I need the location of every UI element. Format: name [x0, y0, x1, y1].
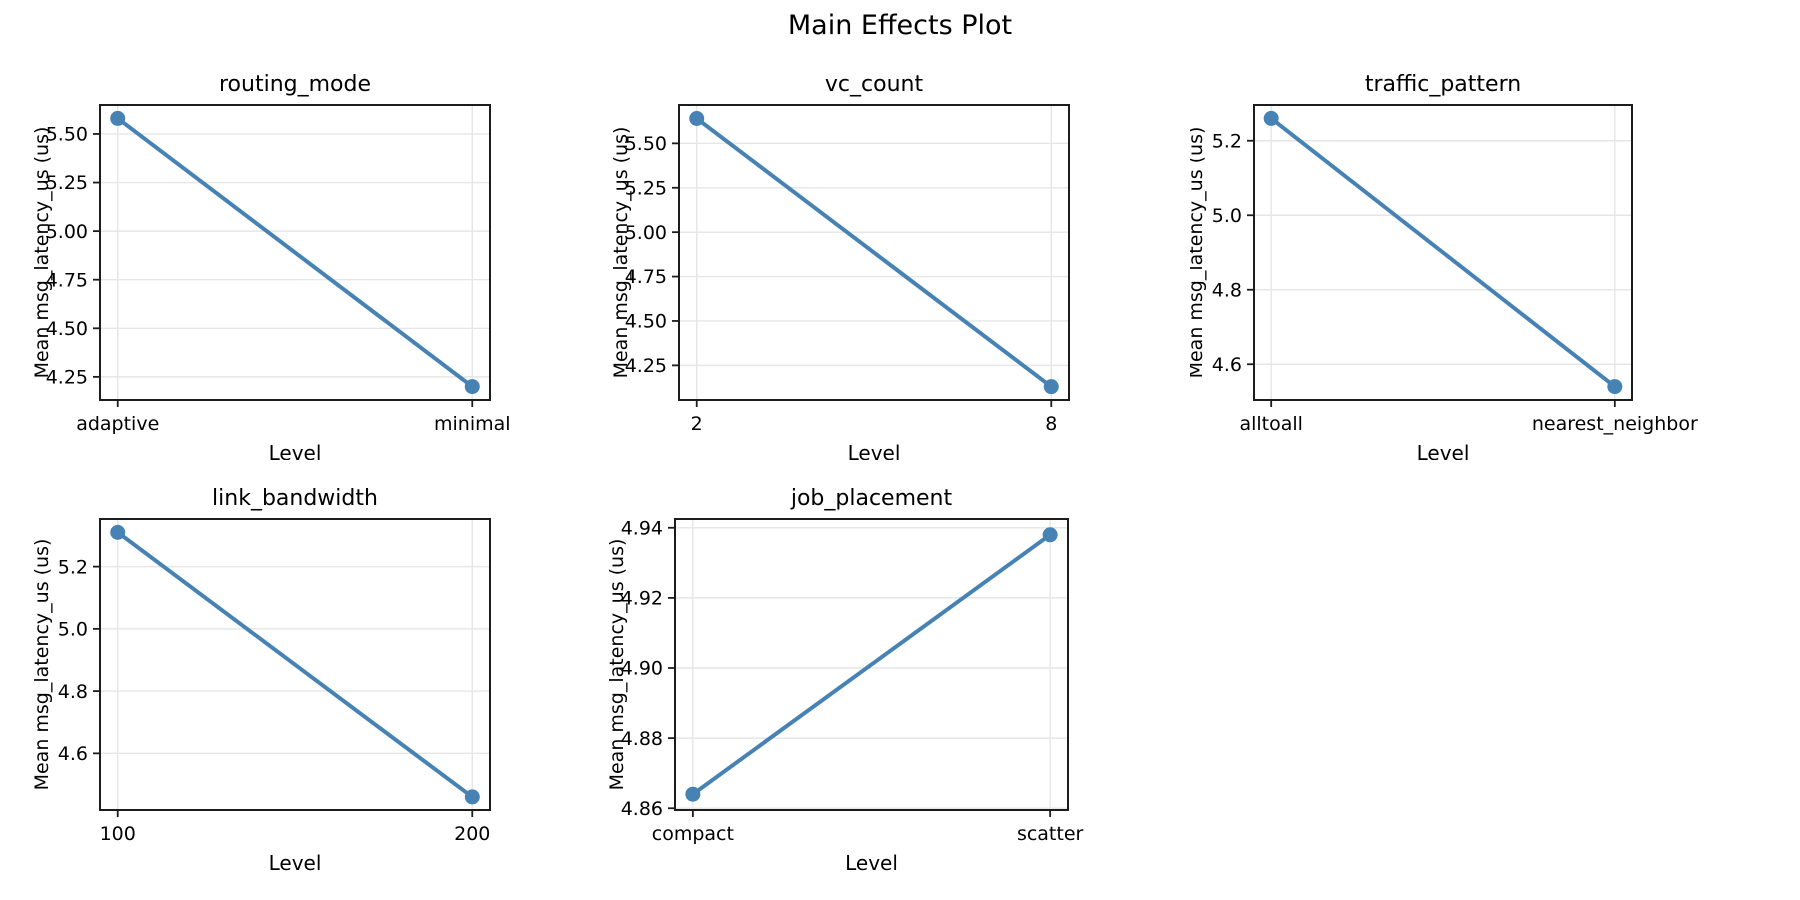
y-tick-label: 5.2: [1212, 130, 1242, 152]
data-point: [464, 379, 480, 395]
data-point: [464, 789, 480, 805]
axes-spines: [678, 104, 1070, 401]
x-tick-label: scatter: [1017, 823, 1084, 845]
y-axis-label: Mean msg_latency_us (us): [31, 539, 53, 791]
series-line: [115, 530, 475, 799]
subplot-title: link_bandwidth: [212, 486, 378, 511]
y-tick-label: 4.75: [46, 269, 88, 291]
data-point: [685, 786, 701, 802]
y-axis-label: Mean msg_latency_us (us): [610, 127, 632, 379]
data-point: [1607, 379, 1623, 395]
subplot-title: job_placement: [790, 486, 953, 511]
x-tick-label: 200: [454, 823, 490, 845]
data-point: [1042, 527, 1058, 543]
x-axis-label: Level: [269, 851, 322, 875]
y-tick-label: 4.8: [1212, 279, 1242, 301]
data-point: [1263, 110, 1279, 126]
y-tick-label: 5.2: [58, 556, 88, 578]
x-axis-label: Level: [1417, 441, 1470, 460]
x-axis-label: Level: [269, 441, 322, 460]
y-tick-label: 4.86: [621, 798, 663, 820]
subplot-title: routing_mode: [219, 72, 371, 97]
y-tick-label: 4.90: [621, 658, 663, 680]
y-axis-label: Mean msg_latency_us (us): [606, 539, 628, 791]
x-tick-label: compact: [652, 823, 734, 845]
x-axis-label: Level: [845, 851, 898, 875]
y-tick-label: 5.0: [1212, 205, 1242, 227]
subplot-link-bandwidth: 4.6 4.8 5.0 5.2 100 200 link_bandwidth Level Mea…: [31, 486, 491, 875]
y-tick-label: 4.75: [625, 266, 667, 288]
y-tick-label: 4.88: [621, 728, 663, 750]
figure-title: Main Effects Plot: [787, 10, 1013, 41]
data-point: [1043, 379, 1059, 395]
y-tick-label: 4.25: [46, 367, 88, 389]
y-axis-label: Mean msg_latency_us (us): [1190, 127, 1207, 379]
subplot-title: vc_count: [825, 72, 924, 97]
y-tick-label: 4.92: [621, 588, 663, 610]
y-tick-label: 4.6: [58, 743, 88, 765]
x-tick-label: alltoall: [1239, 413, 1302, 435]
y-tick-label: 5.00: [625, 222, 667, 244]
subplot-traffic-pattern: 4.6 4.8 5.0 5.2 alltoall nearest_neighbor traf…: [1190, 72, 1698, 460]
y-tick-label: 4.25: [625, 355, 667, 377]
data-point: [110, 110, 126, 126]
y-tick-label: 5.00: [46, 221, 88, 243]
y-tick-label: 5.25: [625, 177, 667, 199]
y-tick-label: 5.50: [46, 124, 88, 146]
axes-spines: [1253, 104, 1633, 401]
subplot-job-placement: 4.86 4.88 4.90 4.92 4.94 compact scatter job_pl…: [606, 486, 1084, 875]
y-tick-label: 4.8: [58, 681, 88, 703]
y-tick-label: 4.50: [625, 311, 667, 333]
axes-spines: [99, 104, 491, 401]
y-tick-label: 5.0: [58, 619, 88, 641]
axes-spines: [99, 518, 491, 811]
axes-spines: [674, 518, 1069, 811]
x-axis-label: Level: [848, 441, 901, 460]
x-tick-label: nearest_neighbor: [1532, 413, 1698, 435]
series-line: [690, 532, 1053, 797]
x-tick-label: 8: [1045, 413, 1057, 435]
y-tick-label: 4.6: [1212, 354, 1242, 376]
series-line: [694, 116, 1054, 389]
x-tick-label: 100: [100, 823, 136, 845]
x-tick-label: adaptive: [76, 413, 159, 435]
data-point: [110, 524, 126, 540]
x-tick-label: minimal: [434, 413, 511, 435]
subplot-title: traffic_pattern: [1365, 72, 1521, 97]
y-axis-label: Mean msg_latency_us (us): [31, 127, 53, 379]
subplot-vc-count: 4.25 4.50 4.75 5.00 5.25 5.50 2 8 vc_count Level M…: [610, 72, 1070, 460]
y-tick-label: 5.50: [625, 133, 667, 155]
y-tick-label: 4.94: [621, 517, 663, 539]
y-tick-label: 4.50: [46, 318, 88, 340]
series-line: [1269, 116, 1617, 389]
series-line: [115, 116, 475, 389]
data-point: [689, 110, 705, 126]
subplot-routing-mode: 4.25 4.50 4.75 5.00 5.25 5.50 adaptive minimal r…: [31, 72, 511, 460]
y-tick-label: 5.25: [46, 172, 88, 194]
x-tick-label: 2: [691, 413, 703, 435]
